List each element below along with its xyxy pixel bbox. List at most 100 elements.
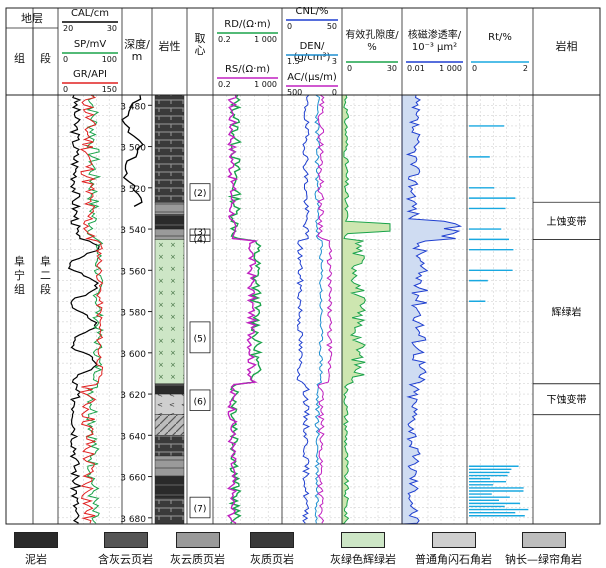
legend-swatch (521, 532, 566, 548)
header-label: 地层 (21, 12, 43, 25)
cal-trace (67, 94, 100, 524)
lithology-interval (154, 435, 185, 457)
legend-label: 普通角闪石角岩 (415, 553, 492, 566)
legend-label: 灰质页岩 (250, 553, 294, 566)
header-label: 150 (102, 85, 117, 94)
rs-trace (226, 94, 259, 524)
caliper-trace-depth (121, 94, 144, 207)
header-label: 1 000 (439, 64, 462, 73)
header-label: 0.2 (218, 35, 231, 44)
depth-tick-label: 3 660 (120, 474, 146, 484)
depth-tick-label: 3 640 (120, 432, 146, 442)
header-label: CAL/cm (71, 8, 109, 19)
header-label: DEN/ (300, 41, 325, 52)
header-label: 段 (40, 51, 51, 65)
den-trace (314, 94, 324, 524)
header-label: 有效孔隙度/ (345, 28, 399, 41)
header-label: 100 (102, 55, 117, 64)
legend-label: 含灰云页岩 (98, 553, 153, 566)
header-label: 岩性 (159, 39, 181, 53)
header-label: 500 (287, 88, 302, 97)
core-box (189, 183, 211, 201)
header-label: 0.2 (218, 80, 231, 89)
header-label: CNL/% (296, 6, 329, 17)
header-label: 0 (472, 64, 477, 73)
lithology-interval (154, 455, 185, 477)
depth-tick-label: 3 480 (120, 102, 146, 112)
legend-item-mudstone: 泥岩 (14, 532, 58, 567)
header-label: 组 (14, 51, 25, 65)
formation-name: 组 (14, 282, 25, 296)
depth-tick-label: 3 580 (120, 309, 146, 319)
lithology-interval (154, 202, 185, 215)
lithology-interval (154, 393, 185, 415)
depth-tick-label: 3 600 (120, 350, 146, 360)
header-label: % (367, 42, 377, 53)
legend-swatch (341, 532, 385, 548)
member-name: 段 (40, 282, 51, 296)
depth-tick-label: 3 680 (120, 515, 146, 525)
header-label: RD/(Ω·m) (224, 19, 270, 30)
gr-trace (78, 94, 104, 524)
legend-label: 钠长—绿帘角岩 (505, 553, 582, 566)
header-label: 2 (523, 64, 528, 73)
header-label: 0 (347, 64, 352, 73)
header-label: 取 (195, 32, 206, 45)
header-label: 核磁渗透率/ (408, 28, 462, 41)
header-label: m (132, 50, 143, 63)
header-label: 深度/ (124, 37, 150, 51)
core-box (189, 321, 211, 354)
legend-item-albite: 钠长—绿帘角岩 (505, 532, 582, 567)
legend-swatch (250, 532, 294, 548)
permeability-trace (401, 94, 463, 525)
header-label: SP/mV (74, 39, 106, 50)
legend-label: 灰绿色辉绿岩 (330, 553, 396, 566)
header-label: GR/API (73, 69, 107, 80)
header-label: 0 (63, 55, 68, 64)
depth-tick-label: 3 560 (120, 267, 146, 277)
core-label: (2) (194, 189, 207, 199)
lithology-interval (154, 383, 185, 395)
core-box (189, 234, 211, 242)
header-label: 50 (327, 22, 337, 31)
facies-label: 辉绿岩 (552, 306, 582, 319)
header-label: 0 (63, 85, 68, 94)
header-label: 岩相 (556, 39, 578, 53)
legend-item-gray-shale: 灰云质页岩 (170, 532, 225, 567)
depth-tick-label: 3 540 (120, 226, 146, 236)
core-label: (7) (194, 505, 207, 515)
depth-tick-label: 3 520 (120, 185, 146, 195)
header-label: 1.5 (287, 57, 300, 66)
ac-trace (317, 94, 333, 524)
member-name: 阜 (40, 255, 51, 268)
core-label: (3) (194, 228, 207, 238)
facies-label: 上蚀变带 (547, 215, 587, 228)
header-label: 30 (107, 24, 117, 33)
cnl-trace (296, 94, 311, 524)
legend-swatch (14, 532, 58, 548)
header-label: 10⁻³ μm² (412, 42, 457, 53)
core-label: (6) (194, 397, 207, 407)
header-label: 1 000 (254, 35, 277, 44)
lithology-interval (154, 94, 185, 203)
lithology-interval (154, 414, 185, 436)
header-label: Rt/% (488, 32, 512, 43)
sp-trace (85, 94, 105, 524)
header-label: RS/(Ω·m) (225, 64, 270, 75)
core-label: (5) (194, 334, 207, 344)
header-label: AC/(μs/m) (287, 72, 337, 83)
depth-tick-label: 3 500 (120, 144, 146, 154)
core-box (189, 496, 211, 519)
lithology-interval (154, 496, 185, 525)
legend-label: 泥岩 (25, 553, 47, 566)
formation-name: 阜 (14, 255, 25, 268)
header-label: 3 (332, 57, 337, 66)
lithology-interval (154, 476, 185, 498)
header-label: 0 (332, 88, 337, 97)
header-label: (g/cm³) (294, 52, 331, 63)
legend-swatch (103, 532, 148, 548)
legend-item-calc-shale: 含灰云页岩 (98, 532, 153, 567)
core-box (189, 389, 211, 411)
lithology-legend: 泥岩 含灰云页岩 灰云质页岩 灰质页岩 灰绿色辉绿岩 普通角闪石角岩 钠长—绿帘角岩 (0, 528, 606, 568)
